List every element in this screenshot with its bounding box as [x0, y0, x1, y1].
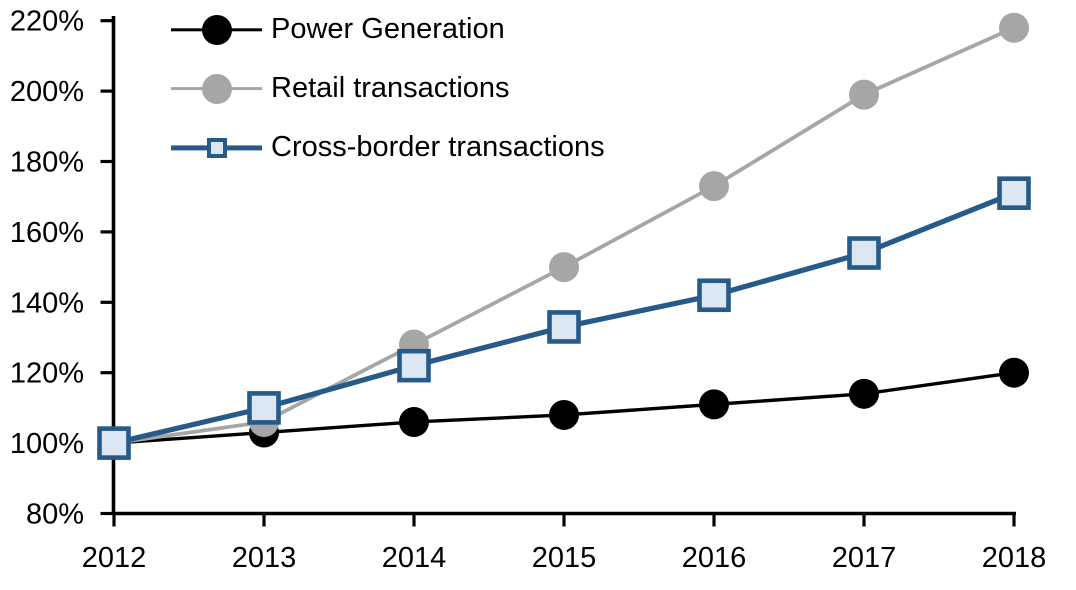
- y-axis-label: 140%: [10, 287, 84, 319]
- y-axis-label: 160%: [10, 217, 84, 249]
- y-axis-label: 100%: [10, 428, 84, 460]
- retail-transactions-point-2017: [849, 79, 879, 110]
- cross-border-transactions-point-2013: [247, 391, 281, 425]
- legend-item-cross-border-transactions: Cross-border transactions: [171, 118, 605, 177]
- cross-border-transactions-point-2012: [97, 426, 131, 460]
- legend-item-retail-transactions: Retail transactions: [171, 59, 605, 118]
- cross-border-transactions-square-marker-icon: [206, 137, 227, 158]
- power-generation-point-2014: [399, 406, 429, 437]
- cross-border-transactions-legend-swatch: [171, 131, 262, 165]
- x-axis-label: 2013: [232, 542, 297, 574]
- y-axis-label: 200%: [10, 76, 84, 108]
- retail-transactions-legend-swatch: [171, 72, 262, 106]
- x-axis-label: 2014: [382, 542, 447, 574]
- cross-border-transactions-point-2015: [547, 310, 581, 344]
- y-axis-label: 180%: [10, 147, 84, 179]
- legend-label-power-generation: Power Generation: [271, 13, 505, 45]
- power-generation-point-2015: [549, 399, 579, 430]
- power-generation-circle-marker-icon: [201, 14, 232, 45]
- x-axis-label: 2015: [532, 542, 597, 574]
- x-axis-label: 2017: [832, 542, 897, 574]
- power-generation-point-2018: [999, 357, 1029, 388]
- retail-transactions-point-2016: [699, 171, 729, 202]
- cross-border-transactions-point-2016: [697, 278, 731, 313]
- legend-label-retail-transactions: Retail transactions: [271, 72, 510, 104]
- x-axis-label: 2012: [82, 542, 147, 574]
- cross-border-transactions-point-2017: [847, 236, 881, 270]
- power-generation-legend-swatch: [171, 13, 262, 47]
- x-axis-label: 2018: [982, 542, 1047, 574]
- power-generation-point-2016: [699, 389, 729, 420]
- y-axis-label: 220%: [10, 6, 84, 38]
- power-generation-point-2017: [849, 378, 879, 409]
- legend-item-power-generation: Power Generation: [171, 0, 605, 59]
- legend-label-cross-border-transactions: Cross-border transactions: [271, 131, 605, 163]
- cross-border-transactions-point-2014: [397, 348, 431, 383]
- legend: Power Generation Retail transactions Cro…: [171, 0, 605, 177]
- y-axis-label: 80%: [26, 499, 84, 531]
- y-axis-label: 120%: [10, 358, 84, 390]
- retail-transactions-point-2015: [549, 252, 579, 283]
- retail-transactions-circle-marker-icon: [201, 73, 232, 104]
- retail-transactions-point-2018: [999, 12, 1029, 43]
- cross-border-transactions-point-2018: [997, 176, 1031, 210]
- x-axis-label: 2016: [682, 542, 747, 574]
